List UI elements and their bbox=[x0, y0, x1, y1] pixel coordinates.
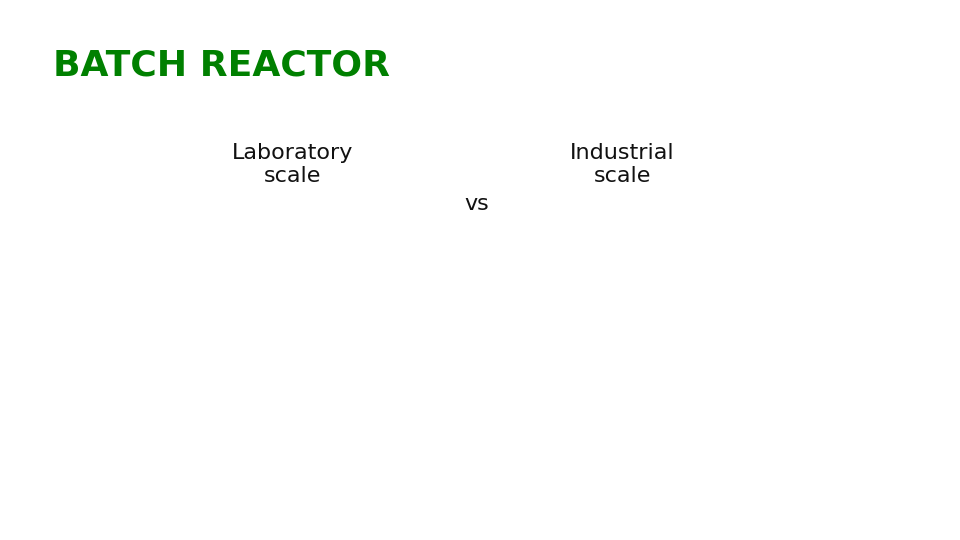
Text: vs: vs bbox=[465, 194, 490, 214]
Text: BATCH REACTOR: BATCH REACTOR bbox=[53, 49, 390, 83]
Text: Laboratory
scale: Laboratory scale bbox=[232, 143, 353, 186]
Text: Industrial
scale: Industrial scale bbox=[570, 143, 674, 186]
